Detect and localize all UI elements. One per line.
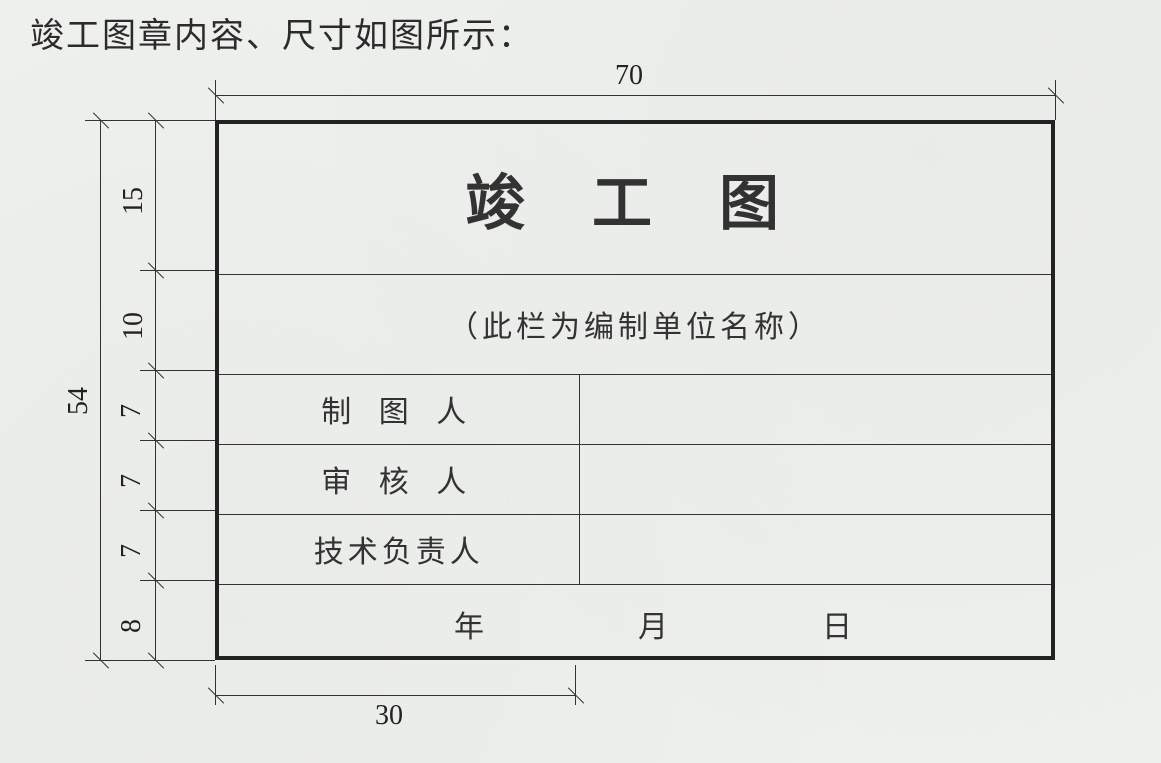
dim-label-colwidth: 30	[375, 700, 403, 732]
dim-label-row: 8	[116, 619, 148, 633]
ext-line-top-right	[1055, 80, 1056, 120]
ext-line-row	[140, 580, 215, 581]
dim-line-height	[100, 120, 101, 660]
stamp-table: 竣 工 图 （此栏为编制单位名称） 制 图 人 审 核 人 技术负责人 年 月 …	[219, 124, 1051, 664]
stamp-title: 竣 工 图	[219, 124, 1051, 274]
stamp-date-row: 年 月 日	[219, 584, 1051, 664]
date-month: 月	[638, 602, 672, 646]
dim-line-bottom	[215, 695, 575, 696]
dim-label-row: 15	[118, 187, 150, 215]
dim-label-row: 10	[118, 312, 150, 340]
figure-caption: 竣工图章内容、尺寸如图所示：	[30, 8, 534, 57]
row-label-reviewer: 审 核 人	[219, 444, 579, 514]
dim-label-height: 54	[63, 387, 95, 415]
dim-line-top	[215, 95, 1055, 96]
dim-label-row: 7	[116, 474, 148, 488]
dim-label-row: 7	[116, 404, 148, 418]
row-value-techlead	[579, 514, 1051, 584]
ext-line-row	[140, 370, 215, 371]
dim-label-width: 70	[615, 60, 643, 92]
ext-line-row	[140, 120, 215, 121]
row-value-reviewer	[579, 444, 1051, 514]
ext-line-row	[140, 440, 215, 441]
ext-line-row	[140, 270, 215, 271]
row-label-drafter: 制 图 人	[219, 374, 579, 444]
row-label-techlead: 技术负责人	[219, 514, 579, 584]
row-value-drafter	[579, 374, 1051, 444]
stamp-org-placeholder: （此栏为编制单位名称）	[219, 274, 1051, 374]
ext-line-bot-right	[575, 665, 576, 705]
stamp-frame: 竣 工 图 （此栏为编制单位名称） 制 图 人 审 核 人 技术负责人 年 月 …	[215, 120, 1055, 660]
ext-line-bot-left	[215, 665, 216, 705]
ext-line-top-left	[215, 80, 216, 120]
ext-line-row	[140, 510, 215, 511]
dim-label-row: 7	[116, 544, 148, 558]
ext-line-row	[140, 660, 215, 661]
date-day: 日	[822, 602, 856, 646]
date-year: 年	[454, 602, 488, 646]
